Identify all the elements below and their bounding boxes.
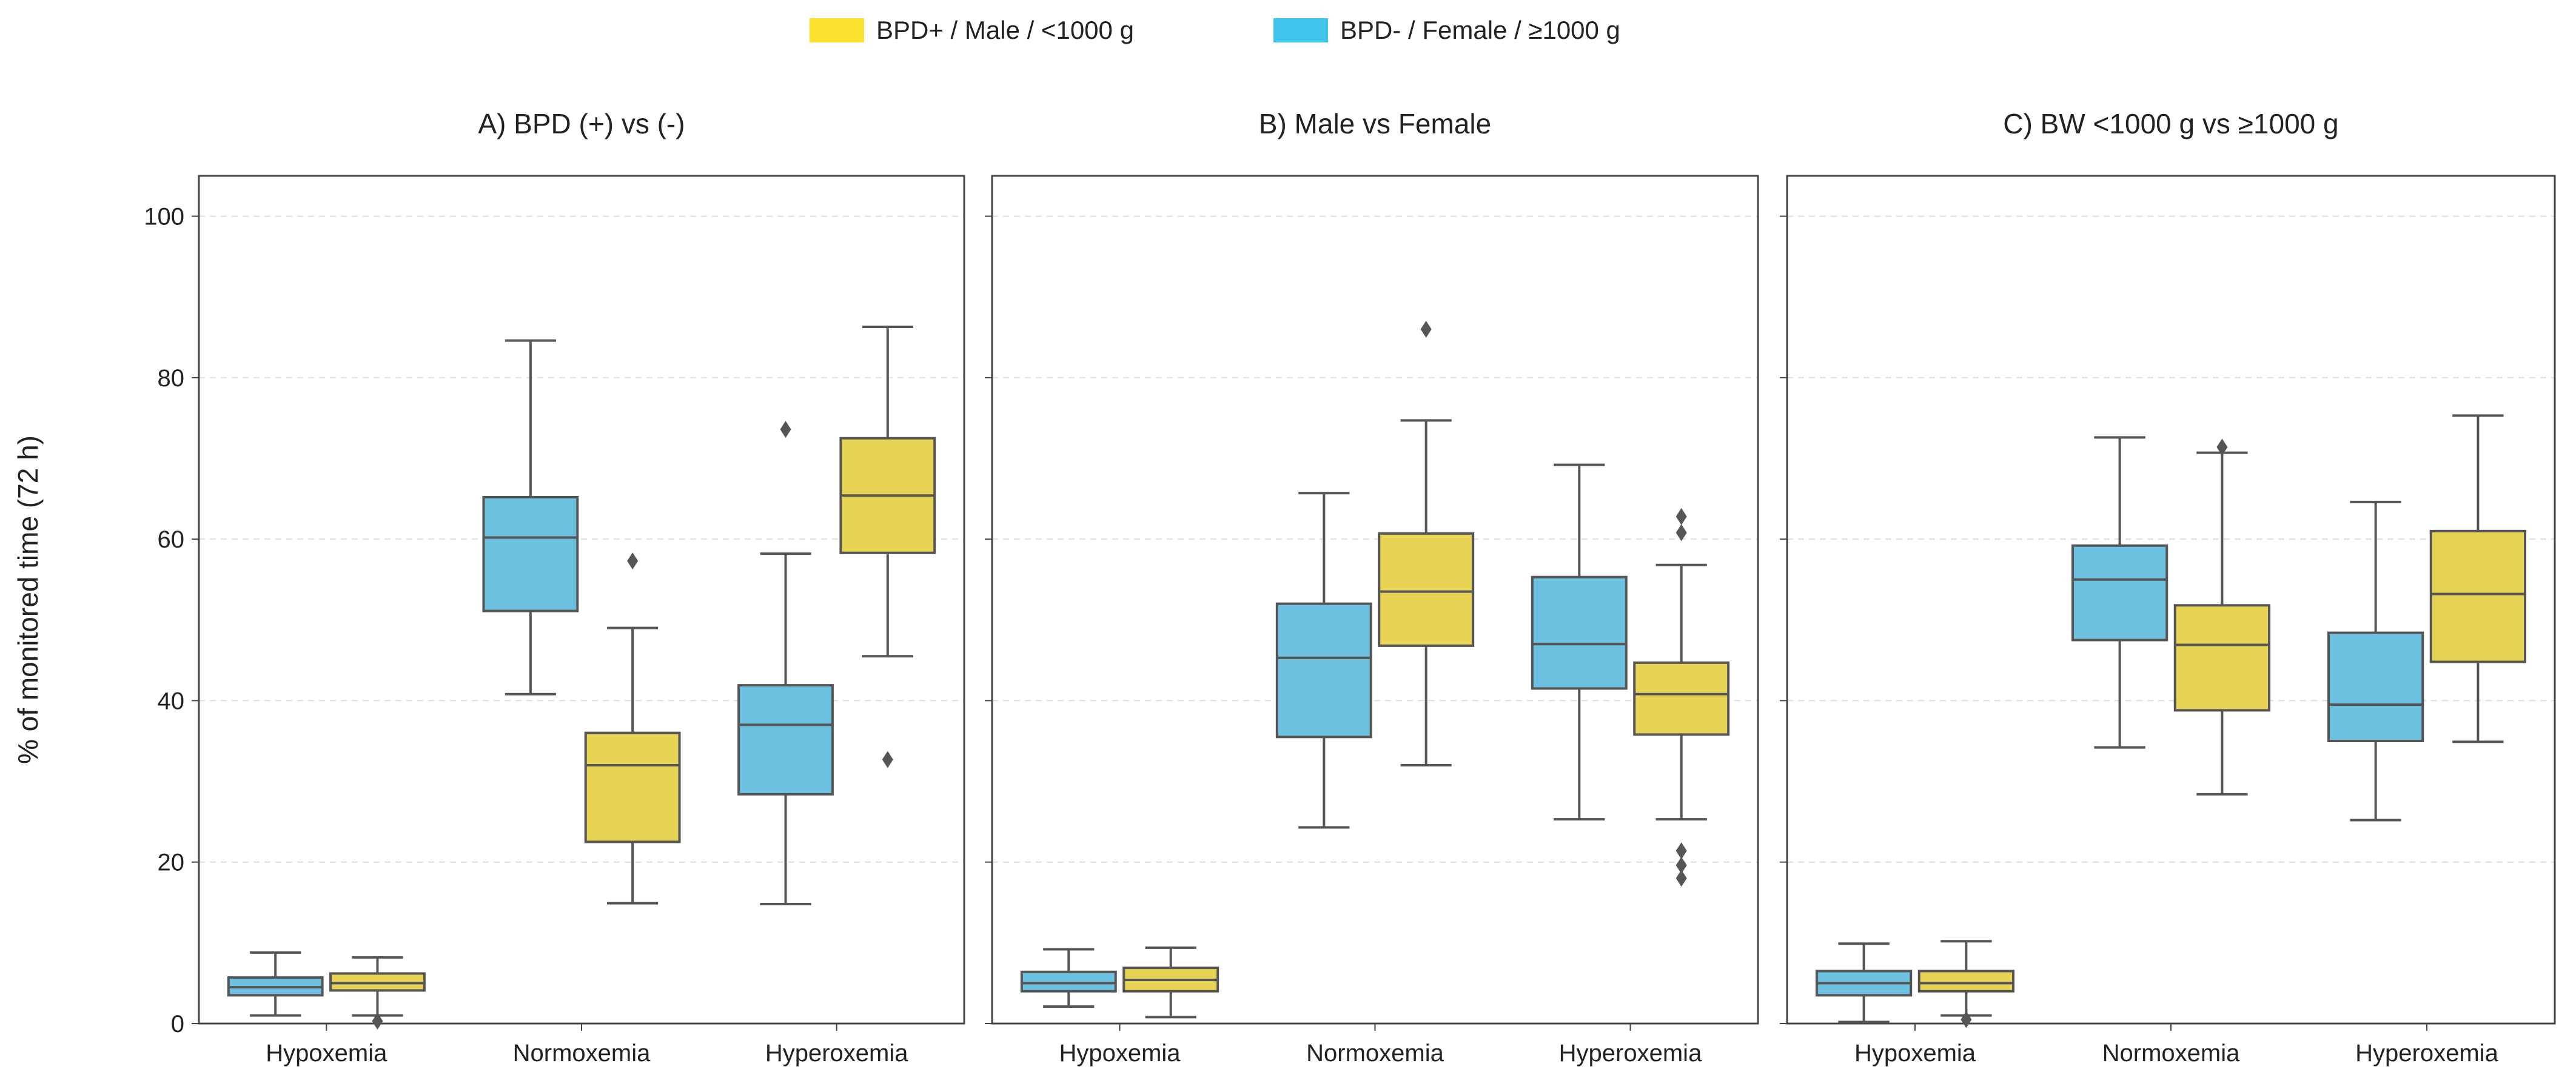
outlier-point bbox=[780, 421, 791, 438]
box-iqr bbox=[584, 731, 681, 843]
box-iqr bbox=[1531, 575, 1628, 690]
box-hyperoxemia-0 bbox=[2327, 500, 2424, 822]
legend-label-yellow: BPD+ / Male / <1000 g bbox=[876, 16, 1134, 44]
box-hypoxemia-1 bbox=[1122, 946, 1219, 1019]
outlier-point bbox=[1675, 508, 1687, 525]
box-iqr bbox=[2173, 604, 2271, 712]
panel-1: 0 20 40 60 80 100 A) BPD (+) vs (-) Hypoxemia No… bbox=[144, 108, 965, 1067]
x-tick-label: Normoxemia bbox=[2102, 1040, 2240, 1067]
box-iqr bbox=[1917, 970, 2015, 993]
box-iqr bbox=[482, 495, 579, 612]
box-hypoxemia-0 bbox=[1815, 942, 1913, 1024]
x-tick-label: Normoxemia bbox=[513, 1040, 651, 1067]
y-axis-label: % of monitored time (72 h) bbox=[12, 435, 44, 764]
box-iqr bbox=[1378, 532, 1475, 647]
box-normoxemia-1 bbox=[1378, 320, 1475, 766]
legend-swatch-yellow bbox=[810, 18, 864, 42]
box-hyperoxemia-1 bbox=[1633, 508, 1730, 887]
box-normoxemia-0 bbox=[1275, 492, 1372, 829]
box-hyperoxemia-0 bbox=[737, 421, 834, 905]
box-normoxemia-1 bbox=[2173, 438, 2271, 796]
outlier-point bbox=[1961, 1011, 1972, 1028]
panels: 0 20 40 60 80 100 A) BPD (+) vs (-) Hypoxemia No… bbox=[144, 108, 2556, 1067]
box-normoxemia-0 bbox=[2071, 436, 2168, 749]
y-tick-label: 0 bbox=[171, 1011, 184, 1037]
outlier-point bbox=[2216, 438, 2228, 456]
panel-title: B) Male vs Female bbox=[1259, 108, 1491, 139]
plot-frame bbox=[991, 175, 1759, 1025]
legend-label-blue: BPD- / Female / ≥1000 g bbox=[1340, 16, 1620, 44]
box-hypoxemia-0 bbox=[227, 951, 324, 1017]
outlier-point bbox=[1675, 870, 1687, 887]
panel-2: B) Male vs Female Hypoxemia Normoxemia Hype… bbox=[985, 108, 1759, 1067]
y-tick-label: 80 bbox=[158, 365, 185, 392]
x-tick-label: Normoxemia bbox=[1306, 1040, 1444, 1067]
legend: BPD+ / Male / <1000 g BPD- / Female / ≥1… bbox=[810, 16, 1620, 44]
outlier-point bbox=[1420, 320, 1432, 338]
outlier-point bbox=[372, 1013, 383, 1030]
outlier-point bbox=[1675, 842, 1687, 860]
y-tick-label: 40 bbox=[158, 688, 185, 714]
box-hypoxemia-1 bbox=[1917, 940, 2015, 1028]
box-hypoxemia-0 bbox=[1020, 948, 1117, 1008]
box-iqr bbox=[2071, 544, 2168, 642]
x-tick-label: Hyperoxemia bbox=[2355, 1040, 2498, 1067]
legend-swatch-blue bbox=[1273, 18, 1328, 42]
y-tick-label: 60 bbox=[158, 526, 185, 553]
box-iqr bbox=[1275, 602, 1372, 739]
box-hyperoxemia-1 bbox=[839, 325, 936, 768]
x-tick-label: Hypoxemia bbox=[266, 1040, 387, 1067]
box-hyperoxemia-1 bbox=[2429, 414, 2527, 743]
box-iqr bbox=[2327, 631, 2424, 743]
box-iqr bbox=[737, 684, 834, 796]
outlier-point bbox=[882, 751, 893, 768]
plot-frame bbox=[198, 175, 965, 1025]
x-tick-label: Hyperoxemia bbox=[765, 1040, 908, 1067]
outlier-point bbox=[1675, 524, 1687, 541]
box-iqr bbox=[1020, 970, 1117, 993]
x-tick-label: Hypoxemia bbox=[1854, 1040, 1976, 1067]
panel-title: C) BW <1000 g vs ≥1000 g bbox=[2003, 108, 2338, 139]
box-hyperoxemia-0 bbox=[1531, 463, 1628, 821]
box-normoxemia-0 bbox=[482, 339, 579, 696]
box-normoxemia-1 bbox=[584, 552, 681, 905]
panel-title: A) BPD (+) vs (-) bbox=[478, 108, 685, 139]
outlier-point bbox=[1675, 857, 1687, 874]
box-hypoxemia-1 bbox=[329, 956, 426, 1030]
box-iqr bbox=[1633, 661, 1730, 736]
outlier-point bbox=[627, 552, 639, 570]
x-tick-label: Hyperoxemia bbox=[1559, 1040, 1702, 1067]
y-tick-label: 20 bbox=[158, 850, 185, 876]
x-tick-label: Hypoxemia bbox=[1059, 1040, 1181, 1067]
y-tick-label: 100 bbox=[144, 204, 184, 230]
box-iqr bbox=[2429, 529, 2527, 663]
panel-3: C) BW <1000 g vs ≥1000 g Hypoxemia Normoxe… bbox=[1780, 108, 2556, 1067]
